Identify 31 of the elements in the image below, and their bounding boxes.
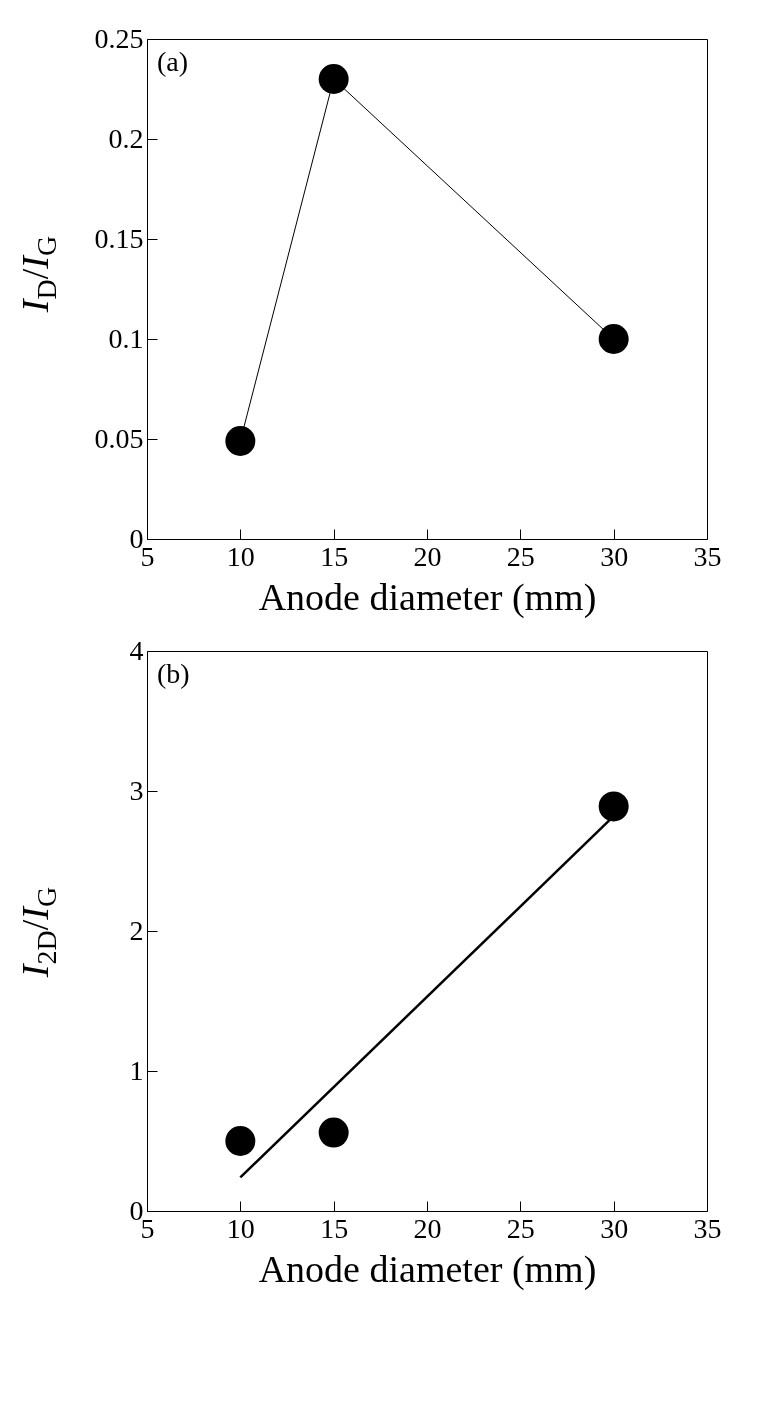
y-tick-label: 0.2 (108, 122, 144, 154)
x-tick-label: 20 (413, 1212, 442, 1244)
x-tick-label: 35 (693, 540, 722, 572)
point (225, 426, 256, 456)
x-tick-label: 25 (506, 1212, 535, 1244)
x-axis-title: Anode diameter (mm) (258, 575, 597, 619)
y-tick-label: 0.05 (94, 422, 144, 454)
x-tick-label: 10 (226, 540, 255, 572)
point (318, 64, 349, 94)
point (598, 791, 629, 822)
x-tick-label: 15 (320, 1212, 349, 1244)
y-tick-label: 2 (129, 914, 144, 946)
y-tick-label: 0.25 (94, 22, 144, 54)
y-tick-label: 1 (129, 1054, 144, 1086)
x-tick-label: 35 (693, 1212, 722, 1244)
y-tick-label: 0.1 (108, 322, 144, 354)
x-tick-label: 25 (506, 540, 535, 572)
y-tick-label: 0.15 (94, 222, 144, 254)
y-tick-label: 3 (129, 774, 144, 806)
x-tick-label: 10 (226, 1212, 255, 1244)
point (598, 324, 629, 354)
x-axis-title: Anode diameter (mm) (258, 1247, 597, 1291)
annotation: (b) (157, 658, 190, 689)
x-tick-label: 30 (600, 540, 629, 572)
x-tick-label: 30 (600, 1212, 629, 1244)
x-tick-label: 15 (320, 540, 349, 572)
point (318, 1117, 349, 1148)
y-tick-label: 4 (129, 634, 144, 666)
point (225, 1126, 256, 1156)
annotation: (a) (157, 46, 189, 77)
x-tick-label: 20 (413, 540, 442, 572)
